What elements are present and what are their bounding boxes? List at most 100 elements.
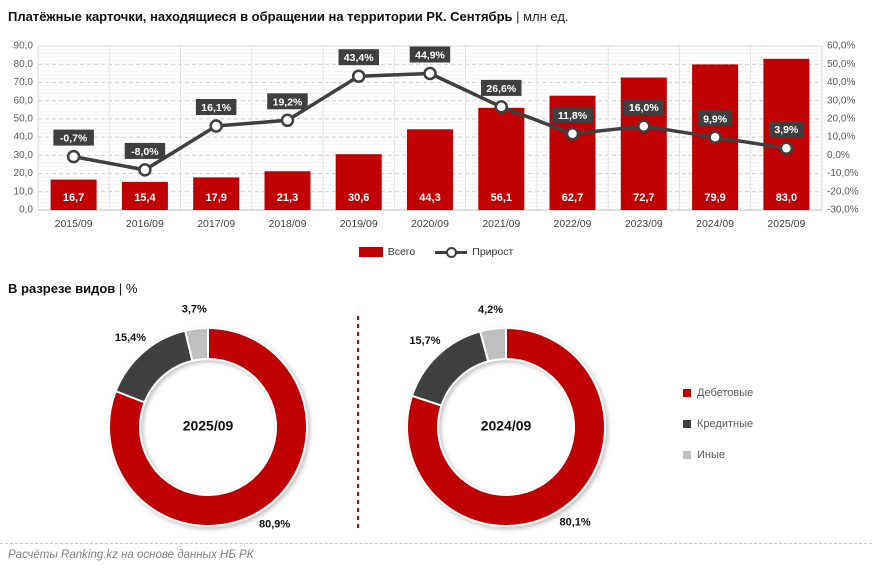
line-marker: [66, 149, 81, 164]
credit-swatch-icon: [683, 420, 691, 428]
legend-item-growth: Прирост: [435, 246, 513, 258]
donut-slice-Дебетовые: [108, 327, 308, 527]
line-value-label: -0,7%: [60, 133, 88, 145]
left-axis-tick-label: 90,0: [14, 41, 34, 52]
category-label: 2020/09: [411, 218, 449, 230]
donut-slice-label: 80,9%: [259, 518, 290, 530]
left-axis-tick-label: 80,0: [14, 59, 34, 70]
line-value-callout: [195, 99, 237, 115]
right-axis-tick-label: 30,0%: [827, 95, 855, 106]
legend-label-credit: Кредитные: [697, 418, 754, 430]
line-value-label: 16,1%: [201, 102, 231, 114]
right-axis-tick-label: 60,0%: [827, 41, 855, 52]
page-title-main: Платёжные карточки, находящиеся в обраще…: [8, 9, 513, 24]
left-axis-tick-label: 60,0: [14, 95, 34, 106]
section-title-unit: | %: [115, 281, 138, 296]
line-value-callout: [409, 46, 451, 63]
legend-label-total: Всего: [387, 246, 416, 258]
bar: [620, 77, 667, 210]
footer-divider: [0, 543, 872, 544]
line-value-callout: [338, 49, 379, 66]
donut-ring: [108, 326, 308, 527]
line-value-label: 44,9%: [415, 50, 445, 62]
category-label: 2023/09: [625, 218, 663, 230]
category-label: 2022/09: [554, 218, 592, 230]
donut-slice-Иные: [479, 327, 507, 363]
bar-value-label: 17,9: [205, 192, 226, 204]
donut-ring: [406, 327, 607, 527]
bar-value-label: 44,3: [419, 192, 440, 204]
combo-chart: 90,0 80,0 70,0 60,0 50,0 40,0 30,0 20,0 10,0 0,0 6…: [14, 41, 859, 230]
legend-item-total: Всего: [358, 246, 416, 258]
legend-item-credit: Кредитные: [683, 417, 753, 431]
category-label: 2016/09: [126, 218, 164, 230]
donut-slice-label: 15,4%: [115, 332, 146, 344]
line-marker-swatch-icon: [435, 246, 468, 258]
line-value-label: 26,6%: [486, 83, 516, 95]
donut-legend: Дебетовые Кредитные Иные: [683, 386, 753, 479]
left-axis-tick-label: 10,0: [14, 186, 34, 197]
left-axis-tick-label: 40,0: [14, 132, 34, 143]
right-axis-tick-label: -10,0%: [827, 168, 859, 179]
line-value-callout: [623, 99, 665, 116]
legend-label-debit: Дебетовые: [697, 387, 754, 399]
left-axis-tick-label: 0,0: [19, 205, 33, 216]
category-label: 2024/09: [696, 218, 734, 230]
line-value-label: 43,4%: [344, 52, 374, 64]
legend-label-growth: Прирост: [472, 246, 514, 258]
legend-label-other: Иные: [697, 449, 726, 461]
donut-center-label: 2025/09: [183, 418, 234, 434]
left-axis-tick-label: 70,0: [14, 77, 34, 88]
line-marker: [138, 163, 152, 177]
left-axis-tick-label: 30,0: [14, 150, 34, 161]
line-value-callout: [124, 142, 166, 159]
line-value-label: 9,9%: [703, 113, 728, 125]
right-axis-tick-label: -20,0%: [827, 186, 859, 197]
right-axis-tick-label: 50,0%: [827, 59, 855, 70]
combo-legend: Всего Прирост: [0, 246, 872, 258]
donut-slice-Дебетовые: [406, 327, 607, 527]
category-label: 2017/09: [197, 218, 235, 230]
donut-chart-2024: 80,1% 15,7% 4,2% 2024/09: [406, 304, 607, 529]
line-marker: [209, 119, 223, 133]
bar: [335, 154, 382, 210]
other-swatch-icon: [683, 451, 691, 459]
bar: [121, 181, 168, 210]
line-marker: [637, 119, 651, 133]
page-title: Платёжные карточки, находящиеся в обраще…: [8, 9, 569, 24]
bar-value-label: 62,7: [562, 192, 583, 204]
left-axis-tick-label: 20,0: [14, 168, 34, 179]
line-marker: [779, 141, 794, 155]
line-value-label: 19,2%: [273, 96, 303, 108]
bar: [407, 129, 453, 210]
line-value-label: 11,8%: [558, 110, 588, 122]
donut-center-label: 2024/09: [481, 418, 532, 434]
legend-item-other: Иные: [683, 448, 753, 462]
bar-value-label: 72,7: [633, 192, 654, 204]
line-marker: [565, 127, 580, 141]
debit-swatch-icon: [683, 389, 691, 397]
page-title-unit: | млн ед.: [512, 9, 569, 24]
bar: [478, 107, 525, 210]
line-value-callout: [267, 93, 308, 110]
red-dashed-divider: [357, 316, 359, 528]
line-marker: [280, 113, 295, 128]
category-label: 2018/09: [269, 218, 307, 230]
left-axis-tick-label: 50,0: [14, 114, 34, 125]
line-marker: [351, 69, 366, 83]
footer-source: Расчёты Ranking.kz на основе данных НБ Р…: [8, 549, 254, 561]
line-value-label: 3,9%: [774, 124, 799, 136]
line-value-callout: [769, 121, 804, 138]
category-label: 2019/09: [340, 218, 378, 230]
donut-slice-Иные: [184, 326, 209, 362]
category-label: 2025/09: [767, 218, 805, 230]
section-title-main: В разрезе видов: [8, 281, 116, 296]
category-label: 2021/09: [482, 218, 520, 230]
right-axis-tick-label: 10,0%: [827, 132, 855, 143]
line-value-callout: [698, 110, 733, 127]
bar: [50, 179, 97, 210]
right-axis-tick-label: 40,0%: [827, 77, 855, 88]
line-marker: [708, 130, 722, 145]
right-axis-tick-label: -30,0%: [827, 205, 859, 216]
